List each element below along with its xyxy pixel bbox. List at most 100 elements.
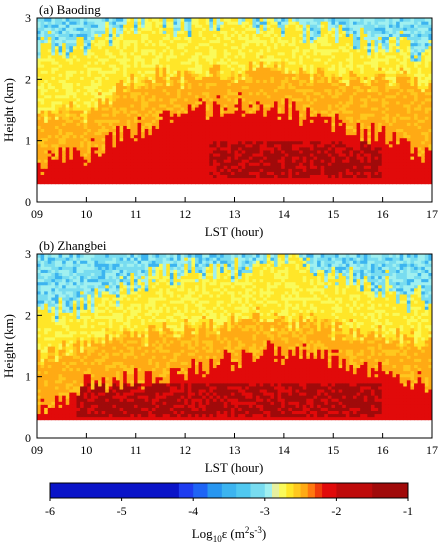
heatmap-cell [51, 110, 56, 114]
heatmap-cell [338, 103, 343, 108]
heatmap-cell [169, 45, 175, 50]
heatmap-cell [184, 110, 189, 114]
heatmap-cell [137, 79, 142, 83]
heatmap-cell [281, 100, 286, 105]
heatmap-cell [270, 156, 275, 160]
heatmap-cell [356, 168, 361, 172]
heatmap-cell [259, 64, 264, 68]
heatmap-cell [295, 162, 300, 166]
heatmap-cell [98, 177, 103, 182]
heatmap-cell [360, 110, 365, 114]
heatmap-cell [137, 60, 142, 65]
heatmap-cell [54, 97, 60, 102]
heatmap-cell [98, 119, 103, 123]
heatmap-cell [76, 82, 81, 87]
heatmap-cell [162, 116, 167, 120]
heatmap-cell [216, 39, 221, 44]
heatmap-cell [94, 73, 99, 77]
heatmap-cell [284, 106, 289, 111]
heatmap-cell [62, 82, 67, 87]
heatmap-cell [363, 159, 368, 163]
heatmap-cell [342, 106, 347, 111]
heatmap-cell [72, 110, 78, 114]
heatmap-cell [37, 67, 42, 71]
heatmap-cell [166, 33, 171, 37]
heatmap-cell [335, 171, 340, 175]
heatmap-cell [212, 128, 218, 133]
heatmap-cell [94, 174, 99, 179]
heatmap-cell [126, 36, 131, 41]
heatmap-cell [87, 140, 92, 145]
heatmap-cell [342, 159, 347, 163]
heatmap-cell [155, 70, 160, 74]
heatmap-cell [62, 48, 67, 53]
heatmap-cell [317, 146, 322, 151]
heatmap-cell [148, 57, 153, 62]
heatmap-cell [162, 119, 167, 123]
heatmap-cell [302, 165, 307, 169]
heatmap-cell [123, 33, 128, 37]
heatmap-cell [94, 45, 99, 50]
heatmap-cell [80, 54, 85, 59]
heatmap-cell [238, 177, 243, 182]
heatmap-cell [302, 88, 307, 93]
heatmap-cell [173, 39, 178, 44]
heatmap-cell [291, 152, 297, 157]
heatmap-cell [216, 177, 221, 182]
heatmap-cell [202, 82, 207, 87]
heatmap-cell [248, 51, 254, 56]
heatmap-cell [274, 45, 279, 50]
heatmap-cell [72, 73, 78, 77]
heatmap-cell [101, 119, 106, 123]
heatmap-cell [180, 125, 185, 129]
heatmap-cell [144, 122, 149, 126]
heatmap-cell [101, 180, 106, 185]
heatmap-cell [335, 122, 340, 126]
heatmap-cell [40, 30, 45, 34]
heatmap-cell [309, 73, 315, 77]
heatmap-cell [112, 174, 117, 179]
heatmap-cell [349, 76, 354, 80]
heatmap-cell [245, 134, 250, 139]
heatmap-cell [101, 113, 106, 117]
heatmap-cell [187, 30, 193, 34]
heatmap-cell [105, 177, 110, 182]
heatmap-cell [80, 168, 85, 172]
heatmap-cell [76, 91, 81, 96]
heatmap-cell [83, 30, 88, 34]
heatmap-cell [177, 67, 182, 71]
heatmap-cell [180, 171, 185, 175]
heatmap-cell [108, 110, 114, 114]
heatmap-cell [72, 36, 78, 41]
heatmap-cell [256, 113, 261, 117]
heatmap-cell [137, 106, 142, 111]
heatmap-cell [148, 85, 153, 90]
heatmap-cell [238, 67, 243, 71]
heatmap-cell [148, 27, 153, 31]
heatmap-cell [291, 177, 297, 182]
heatmap-cell [202, 73, 207, 77]
heatmap-cell [62, 94, 67, 99]
heatmap-cell [363, 119, 368, 123]
heatmap-cell [148, 113, 153, 117]
heatmap-cell [263, 76, 268, 80]
heatmap-cell [313, 113, 318, 117]
heatmap-cell [252, 106, 257, 111]
heatmap-cell [159, 159, 164, 163]
heatmap-cell [360, 60, 365, 65]
heatmap-cell [40, 60, 45, 65]
heatmap-cell [274, 140, 279, 145]
heatmap-cell [123, 88, 128, 93]
heatmap-cell [342, 60, 347, 65]
heatmap-cell [87, 70, 92, 74]
heatmap-cell [302, 79, 307, 83]
heatmap-cell [159, 122, 164, 126]
heatmap-cell [324, 45, 329, 50]
heatmap-cell [349, 110, 354, 114]
heatmap-cell [169, 97, 175, 102]
heatmap-cell [83, 39, 88, 44]
heatmap-cell [144, 30, 149, 34]
heatmap-cell [263, 60, 268, 65]
heatmap-cell [65, 18, 70, 22]
heatmap-cell [245, 54, 250, 59]
